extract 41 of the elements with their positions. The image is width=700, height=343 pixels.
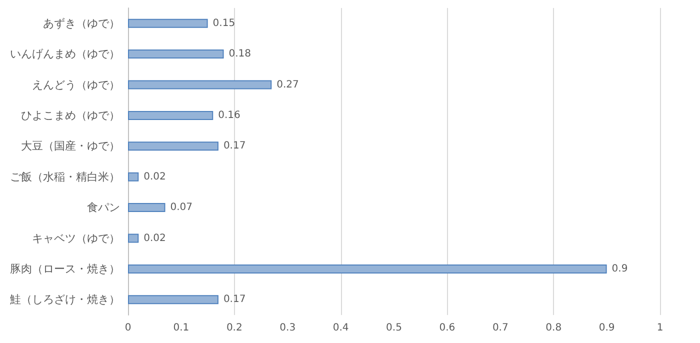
bar [128, 142, 218, 151]
y-tick-label: いんげんまめ（ゆで） [10, 48, 120, 61]
x-tick-label: 0.9 [598, 322, 615, 334]
x-tick-label: 0.2 [226, 322, 242, 334]
bar [128, 18, 208, 28]
bar [128, 110, 214, 120]
y-tick-label: えんどう（ゆで） [32, 78, 120, 92]
y-tick-label: ご飯（水稲・精白米） [10, 170, 120, 184]
bar [128, 234, 139, 243]
bar [128, 203, 166, 212]
x-tick-label: 0.4 [332, 322, 349, 334]
y-tick-label: 大豆（国産・ゆで） [21, 140, 120, 153]
y-tick-label: あずき（ゆで） [43, 16, 120, 30]
x-tick-label: 1 [656, 322, 664, 334]
x-tick-label: 0.7 [492, 322, 508, 334]
y-tick-label: キャベツ（ゆで） [32, 232, 120, 245]
bar [128, 172, 139, 182]
data-label: 0.17 [223, 294, 246, 306]
y-tick-label: 鮭（しろざけ・焼き） [10, 293, 120, 306]
bar [128, 50, 224, 59]
x-tick-label: 0.1 [173, 322, 190, 334]
data-label: 0.07 [170, 202, 193, 214]
x-tick-label: 0.5 [386, 322, 402, 334]
data-label: 0.02 [144, 171, 166, 182]
data-label: 0.9 [612, 263, 628, 274]
data-label: 0.18 [228, 48, 252, 60]
data-label: 0.17 [223, 140, 246, 152]
bar [128, 264, 607, 274]
data-label: 0.15 [212, 18, 236, 29]
data-label: 0.02 [144, 232, 166, 244]
bar [128, 80, 272, 90]
x-tick-label: 0 [124, 322, 132, 334]
data-label: 0.27 [276, 79, 299, 90]
x-tick-label: 0.8 [546, 322, 562, 334]
data-label: 0.16 [218, 110, 240, 121]
bar [128, 295, 218, 304]
y-tick-label: ひよこまめ（ゆで） [21, 108, 120, 122]
y-tick-label: 食パン [87, 201, 120, 214]
y-tick-label: 豚肉（ロース・焼き） [10, 262, 120, 276]
x-tick-label: 0.6 [439, 322, 456, 334]
x-tick-label: 0.3 [280, 322, 296, 334]
